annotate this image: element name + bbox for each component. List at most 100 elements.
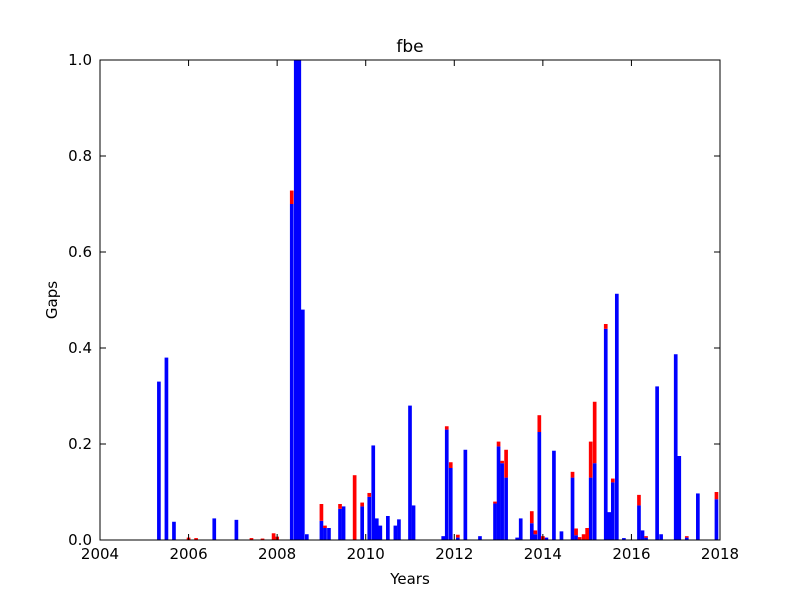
- bar-series0-25: [441, 536, 446, 540]
- bar-series0-1: [164, 357, 169, 540]
- bar-series1-14: [448, 462, 453, 468]
- bar-series0-58: [677, 456, 682, 540]
- bar-series0-47: [603, 328, 608, 540]
- bar-series0-6: [293, 60, 298, 540]
- bar-series1-27: [581, 534, 586, 540]
- y-tick-label-3: 0.6: [68, 243, 92, 261]
- bar-series0-46: [592, 463, 597, 540]
- bar-series0-35: [515, 537, 520, 540]
- bar-series0-44: [574, 535, 578, 540]
- bar-series0-40: [544, 537, 549, 540]
- bar-series0-23: [408, 405, 412, 540]
- x-tick-label-1: 2006: [169, 545, 207, 563]
- bar-series0-41: [552, 450, 556, 540]
- bar-series1-31: [603, 324, 608, 329]
- x-tick-label-4: 2012: [435, 545, 473, 563]
- bar-series1-26: [577, 537, 582, 540]
- bar-series0-21: [393, 525, 398, 540]
- bar-series0-3: [212, 518, 217, 540]
- bar-series1-4: [271, 533, 276, 540]
- bar-series0-60: [696, 493, 700, 540]
- bar-series0-29: [463, 449, 468, 540]
- bar-series0-36: [518, 518, 523, 540]
- y-tick-label-5: 1.0: [68, 51, 92, 69]
- bar-series0-32: [496, 446, 501, 540]
- bar-series0-15: [360, 506, 365, 540]
- x-tick-label-2: 2008: [258, 545, 296, 563]
- bar-series0-17: [371, 445, 376, 540]
- x-tick-label-7: 2018: [701, 545, 739, 563]
- bar-series0-28: [455, 537, 460, 540]
- bar-series0-30: [478, 536, 482, 540]
- bar-series1-13: [444, 426, 449, 430]
- bar-series0-48: [607, 512, 612, 540]
- bar-series0-24: [411, 505, 416, 540]
- bar-series0-51: [622, 538, 626, 540]
- bar-series0-59: [684, 537, 689, 540]
- bar-series0-0: [157, 381, 161, 540]
- bar-series0-27: [448, 468, 453, 540]
- bar-series0-37: [529, 523, 534, 540]
- bar-series1-21: [533, 530, 538, 535]
- bar-series1-35: [684, 536, 689, 538]
- bar-series0-22: [397, 519, 401, 540]
- bar-series0-42: [559, 531, 564, 540]
- bar-series1-17: [496, 441, 501, 447]
- bar-series0-50: [614, 293, 619, 540]
- bar-series1-22: [537, 415, 542, 432]
- chart-title: fbe: [396, 37, 423, 57]
- bar-series0-57: [673, 354, 678, 540]
- x-tick-label-3: 2010: [347, 545, 385, 563]
- bar-series1-15: [455, 534, 460, 538]
- bar-series1-2: [249, 538, 254, 540]
- bar-series1-33: [637, 494, 641, 506]
- bar-series1-8: [323, 525, 327, 528]
- bar-series1-34: [644, 536, 648, 538]
- bar-series1-32: [610, 478, 615, 483]
- bar-series0-54: [644, 537, 648, 540]
- y-axis-label: Gaps: [43, 281, 61, 319]
- bar-series1-10: [352, 475, 357, 540]
- bar-series0-45: [588, 477, 593, 540]
- bar-series0-20: [386, 516, 390, 540]
- bar-series1-9: [338, 504, 342, 509]
- bar-series0-53: [640, 530, 645, 540]
- bar-series1-28: [585, 528, 589, 540]
- bar-series1-7: [319, 504, 324, 521]
- bar-series0-43: [570, 477, 575, 540]
- bar-series0-7: [297, 60, 302, 540]
- y-tick-label-1: 0.2: [68, 435, 92, 453]
- x-tick-label-6: 2016: [612, 545, 650, 563]
- bar-series0-12: [327, 528, 331, 540]
- bar-series1-25: [574, 528, 578, 536]
- x-tick-label-0: 2004: [81, 545, 119, 563]
- bar-series0-61: [714, 499, 719, 540]
- plot-frame: [99, 59, 721, 541]
- bar-series1-12: [367, 492, 372, 497]
- bar-series1-24: [570, 471, 575, 478]
- bar-series0-14: [341, 506, 346, 540]
- y-tick-label-2: 0.4: [68, 339, 92, 357]
- bar-series0-9: [304, 534, 309, 540]
- bar-series0-19: [378, 525, 383, 540]
- y-tick-label-4: 0.8: [68, 147, 92, 165]
- bar-series0-16: [367, 496, 372, 540]
- bar-series1-19: [504, 449, 508, 478]
- y-tick-label-0: 0.0: [68, 531, 92, 549]
- bar-series0-26: [444, 429, 449, 540]
- x-axis-label: Years: [389, 570, 430, 588]
- bar-series1-6: [289, 190, 294, 204]
- bar-series0-4: [234, 519, 239, 540]
- bar-series1-11: [360, 502, 365, 507]
- bar-series0-18: [374, 518, 379, 540]
- bar-series1-18: [500, 460, 504, 464]
- bar-series0-13: [338, 508, 342, 540]
- ticks-group: 2004 2006 2008 2010 2012 2014 2016 2018 0.0 0.2 0.…: [68, 51, 739, 563]
- bar-series0-31: [493, 503, 497, 540]
- bar-series1-30: [592, 401, 597, 464]
- bar-series0-2: [172, 521, 176, 540]
- bar-series0-8: [300, 309, 305, 540]
- x-tick-label-5: 2014: [524, 545, 562, 563]
- bar-series0-33: [500, 463, 504, 540]
